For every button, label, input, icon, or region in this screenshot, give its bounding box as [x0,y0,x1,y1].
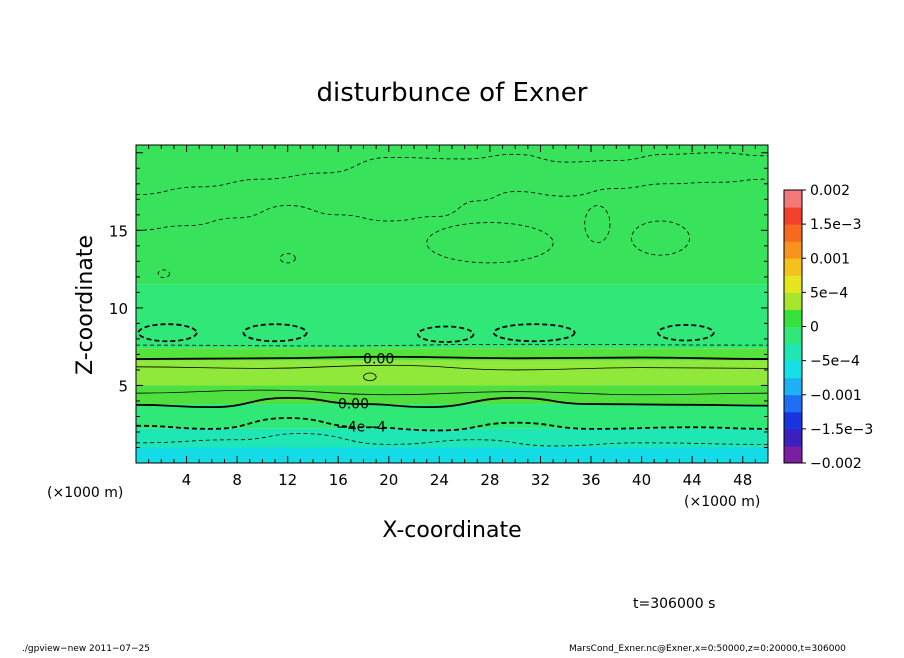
footer-left: ./gpview−new 2011−07−25 [22,644,150,654]
field-band-3 [136,360,768,386]
x-unit-left: (×1000 m) [47,485,123,501]
contour-label-1: 0.00 [338,396,369,412]
colorbar-cell [784,326,802,345]
contour-label-2: −4e−4 [336,420,386,436]
field-band-5 [136,404,768,429]
colorbar-label: −0.002 [810,456,862,472]
y-tick-label: 15 [109,222,128,240]
colorbar-label: 0.001 [810,251,850,267]
colorbar-cells [784,190,802,464]
x-tick-label: 32 [531,471,550,489]
contour-loop-3 [492,323,576,343]
contour-loop-5 [363,372,377,382]
x-tick-label: 12 [278,471,297,489]
colorbar-cell [784,445,802,464]
x-tick-label: 8 [232,471,242,489]
colorbar-cell [784,309,802,327]
contour-loop-4 [657,324,715,342]
colorbar-cell [784,292,802,310]
colorbar-cell [784,343,802,362]
field-band-1 [136,284,768,349]
x-tick-label: 24 [430,471,449,489]
colorbar-label: 1.5e−3 [810,217,862,233]
colorbar-label: 0.002 [810,183,850,199]
contour-line-4 [135,417,769,432]
x-tick-label: 4 [182,471,192,489]
colorbar-label: −5e−4 [810,354,860,370]
x-tick-label: 16 [329,471,348,489]
x-tick-label: 20 [379,471,398,489]
x-tick-label: 48 [733,471,752,489]
field-band-7 [136,447,768,463]
x-unit-right: (×1000 m) [684,494,760,510]
contour-line-5 [135,433,769,447]
contour-line-7 [135,152,769,196]
contour-line-3 [135,396,769,409]
colorbar-cell [784,377,802,396]
contour-line-8 [135,178,769,231]
colorbar-cell [784,275,802,293]
contour-loop-1 [242,323,308,343]
colorbar: 0.002 1.5e−3 0.001 5e−4 0 −5e−4 −0.001 −1.5e−3 −… [783,183,873,472]
contour-line-0 [135,355,769,360]
footer-right: MarsCond_Exner.nc@Exner,x=0:50000,z=0:20… [569,644,846,654]
colorbar-cell [784,224,802,242]
colorbar-label: 5e−4 [810,285,848,301]
contour-loop-8 [426,222,554,264]
field-band-4 [136,385,768,405]
plot-area: 0.000.00−4e−4 4 8 12 16 20 24 28 32 36 40 44 48 510… [109,144,769,489]
field-band-6 [136,428,768,448]
contour-loop-10 [584,205,611,244]
colorbar-labels: 0.002 1.5e−3 0.001 5e−4 0 −5e−4 −0.001 −1.5e−3 −… [802,183,873,472]
colorbar-cell [784,241,802,259]
contour-loop-0 [137,323,198,343]
colorbar-cell [784,360,802,379]
x-axis-ticks: 4 8 12 16 20 24 28 32 36 40 44 48 [148,145,756,489]
field-band-0 [136,145,768,285]
y-tick-label: 10 [109,300,128,318]
contour-lines [135,152,769,447]
chart-title: disturbunce of Exner [317,78,588,108]
contour-loop-9 [631,220,691,256]
colorbar-cell [784,190,802,208]
contour-labels: 0.00 0.00 −4e−4 [336,351,394,435]
colorbar-cell [784,428,802,447]
contour-label-0: 0.00 [363,351,394,367]
colorbar-cell [784,411,802,430]
contour-line-2 [135,389,769,396]
contour-loop-2 [416,325,475,343]
y-tick-label: 5 [118,377,128,395]
colorbar-cell [784,207,802,225]
x-tick-label: 40 [632,471,651,489]
x-axis-label: X-coordinate [382,518,521,543]
contour-loop-7 [157,269,170,279]
x-tick-label: 28 [480,471,499,489]
y-axis-ticks: 5 10 15 [109,152,768,448]
colorbar-cell [784,258,802,276]
time-label: t=306000 s [633,596,715,612]
colorbar-label: −1.5e−3 [810,422,873,438]
colorbar-label: −0.001 [810,388,862,404]
x-tick-label: 44 [683,471,702,489]
field-fill [136,145,768,463]
colorbar-label: 0 [810,320,819,336]
contour-line-1 [135,364,769,371]
contour-loop-6 [279,253,296,264]
contour-line-6 [135,343,769,347]
x-tick-label: 36 [581,471,600,489]
colorbar-cell [784,394,802,413]
y-axis-label: Z-coordinate [73,235,98,375]
